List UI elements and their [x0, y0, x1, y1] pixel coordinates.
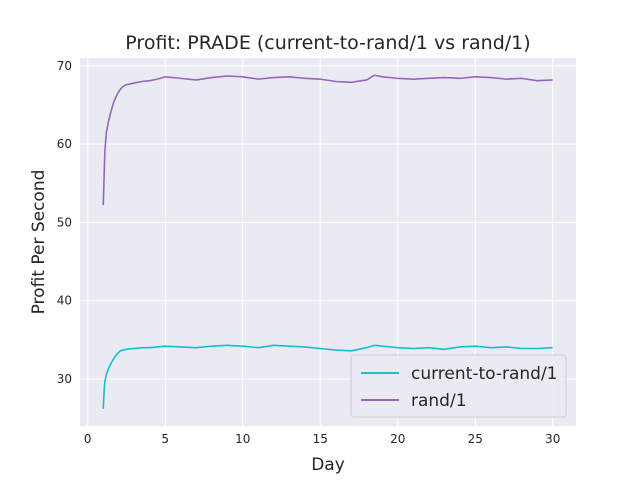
x-tick-label: 15	[313, 432, 328, 446]
legend: current-to-rand/1 rand/1	[350, 354, 567, 418]
series-lines	[102, 74, 553, 409]
y-tick-label: 30	[57, 372, 72, 386]
x-tick-label: 5	[161, 432, 169, 446]
y-axis-label: Profit Per Second	[29, 170, 49, 315]
series-line-rand-1	[102, 74, 553, 206]
x-axis-label: Day	[311, 455, 345, 475]
chart-title: Profit: PRADE (current-to-rand/1 vs rand…	[125, 32, 530, 54]
legend-box	[350, 354, 567, 418]
y-tick-label: 60	[57, 137, 72, 151]
x-tick-label: 30	[545, 432, 560, 446]
y-tick-label: 70	[57, 59, 72, 73]
x-tick-label: 10	[235, 432, 250, 446]
legend-label-rand-1: rand/1	[411, 391, 467, 411]
series-line-current-to-rand-1	[102, 344, 553, 409]
y-tick-label: 50	[57, 215, 72, 229]
tick-labels: 0 5 10 15 20 25 30 30 40 50 60 70	[57, 59, 561, 446]
x-tick-label: 25	[468, 432, 483, 446]
y-tick-label: 40	[57, 294, 72, 308]
x-tick-label: 0	[84, 432, 92, 446]
legend-label-current-to-rand-1: current-to-rand/1	[411, 364, 558, 384]
x-tick-label: 20	[390, 432, 405, 446]
